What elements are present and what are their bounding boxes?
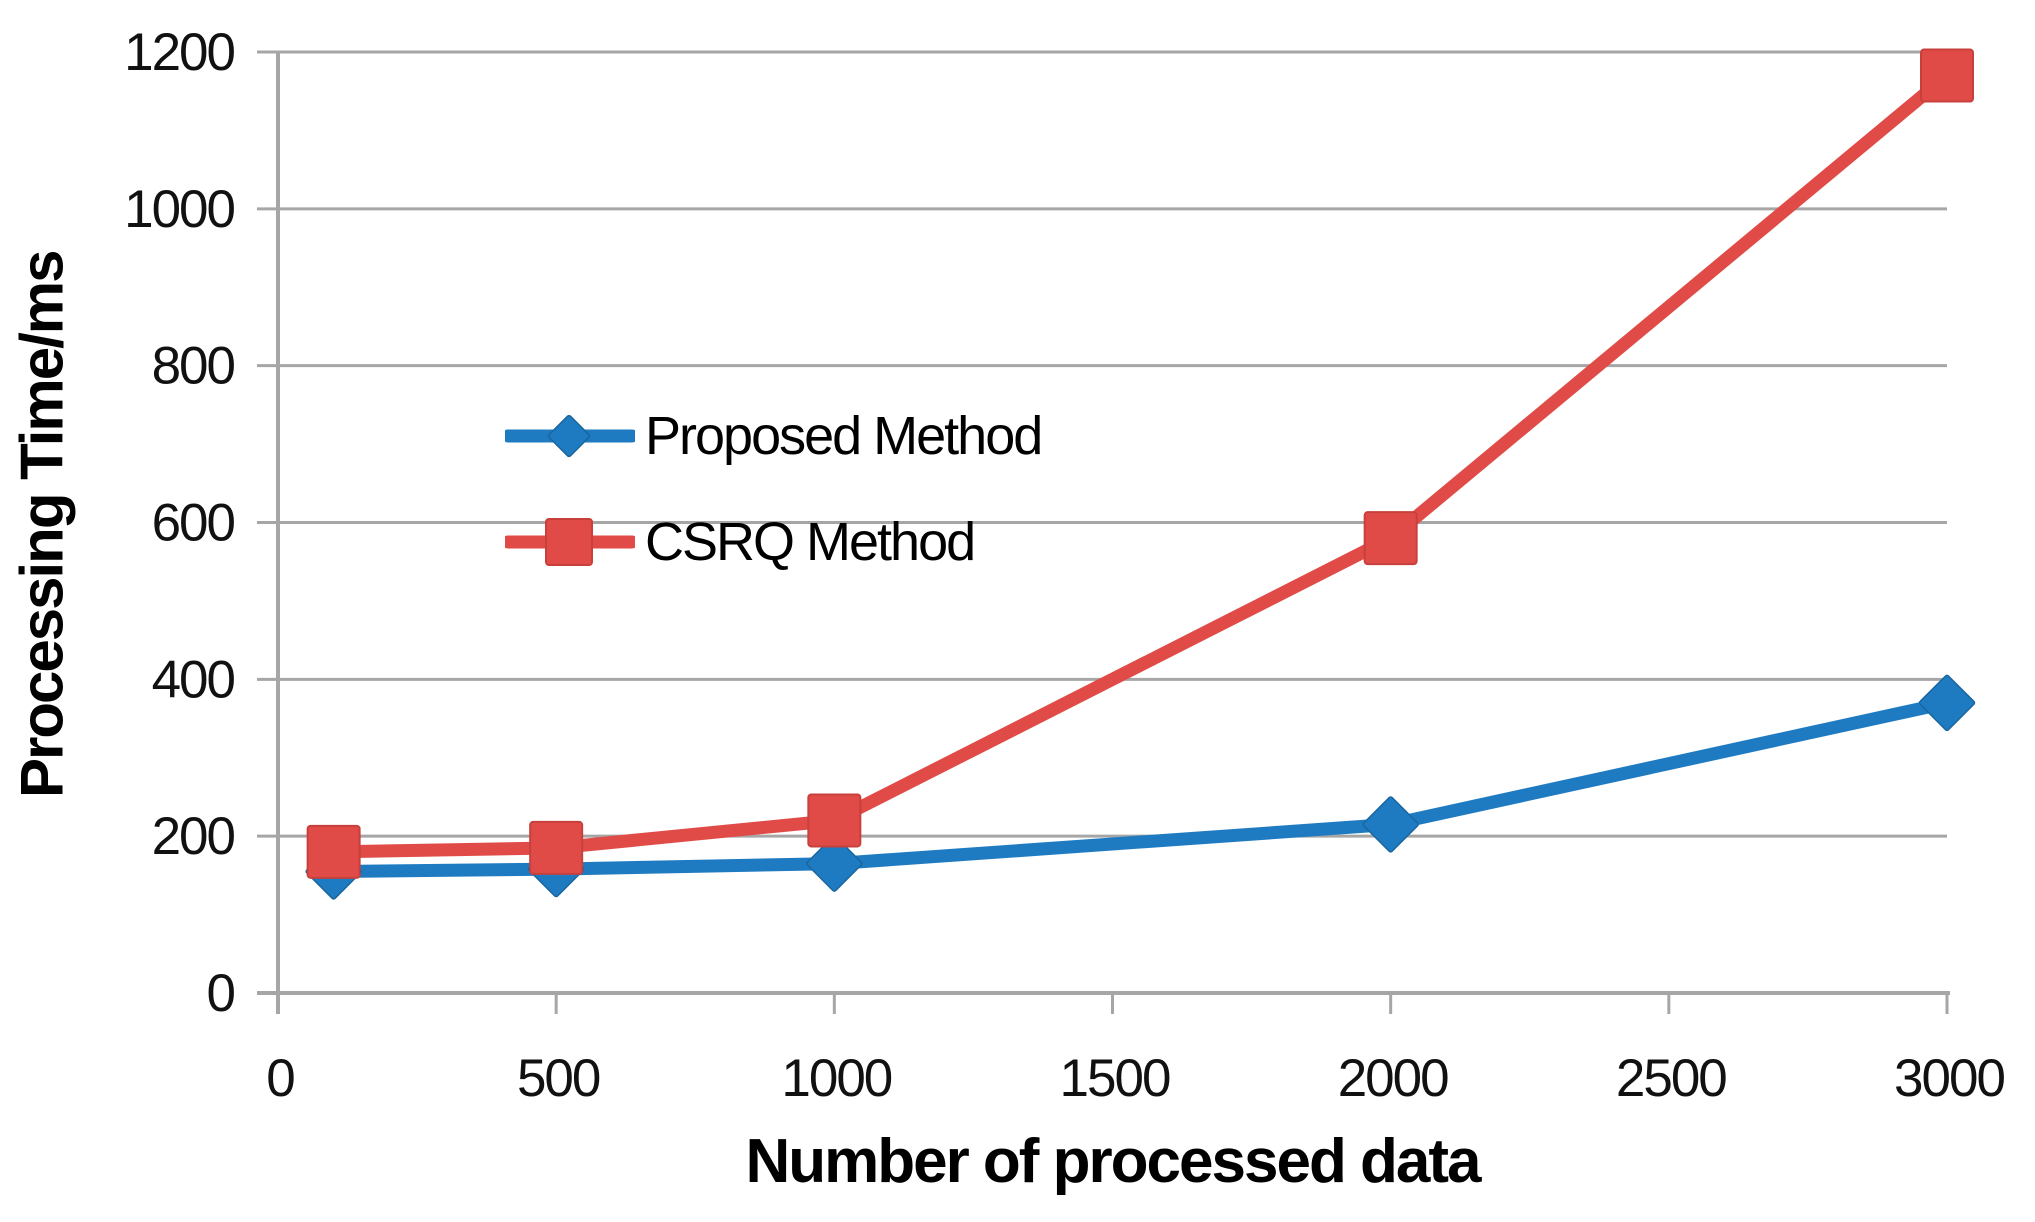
x-tick-label-500: 500 [517,1049,600,1108]
csrq-method-point-marker [1920,48,1974,103]
x-axis-title: Number of processed data [745,1127,1481,1196]
proposed-method-key-icon [505,414,635,458]
proposed-method-point-marker [547,414,591,458]
legend-item-csrq-method: CSRQ Method [505,511,1041,573]
x-tick-label-1000: 1000 [781,1049,891,1108]
csrq-method-point-marker [1363,511,1418,566]
legend-item-proposed-method: Proposed Method [505,405,1043,467]
csrq-method-point-marker [545,518,593,566]
y-tick-label-600: 600 [152,494,235,553]
legend-label: Proposed Method [645,406,1043,466]
y-tick-label-0: 0 [207,964,235,1023]
x-tick-label-2000: 2000 [1338,1049,1448,1108]
x-tick-label-1500: 1500 [1060,1049,1170,1108]
csrq-method-point-marker [306,824,361,879]
csrq-method-point-marker [529,820,584,875]
csrq-method-point-marker [807,793,862,848]
y-tick-label-1200: 1200 [124,23,234,82]
y-axis-title: Processing Time/ms [8,251,76,799]
x-tick-label-0: 0 [266,1049,294,1108]
y-tick-label-800: 800 [152,337,235,396]
x-tick-label-2500: 2500 [1616,1049,1726,1108]
proposed-method-point-marker [806,835,863,892]
y-tick-label-200: 200 [152,807,235,866]
y-tick-label-400: 400 [152,650,235,709]
x-tick-label-3000: 3000 [1894,1049,2004,1108]
proposed-method-point-marker [1362,796,1419,853]
legend-label: CSRQ Method [645,512,976,572]
legend: Proposed Method CSRQ Method [505,405,1043,617]
csrq-method-key-icon [505,518,635,566]
proposed-method-point-marker [1918,674,1976,732]
y-tick-label-1000: 1000 [124,180,234,239]
